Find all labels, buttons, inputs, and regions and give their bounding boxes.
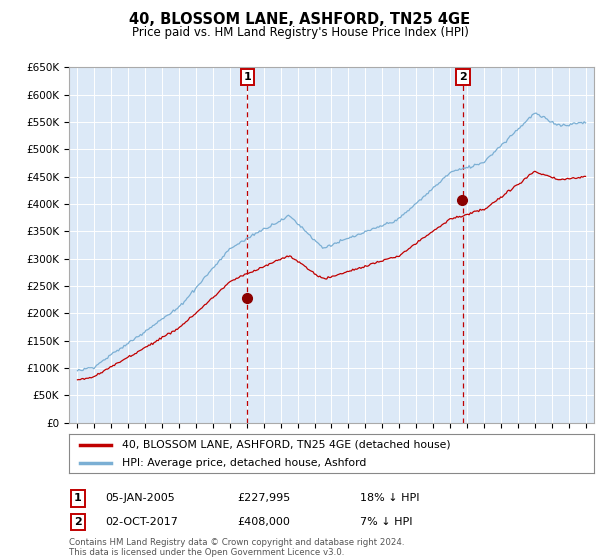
Text: 18% ↓ HPI: 18% ↓ HPI (360, 493, 419, 503)
Text: Price paid vs. HM Land Registry's House Price Index (HPI): Price paid vs. HM Land Registry's House … (131, 26, 469, 39)
Text: 2: 2 (459, 72, 467, 82)
Text: 2: 2 (74, 517, 82, 527)
Text: £227,995: £227,995 (237, 493, 290, 503)
Text: 40, BLOSSOM LANE, ASHFORD, TN25 4GE: 40, BLOSSOM LANE, ASHFORD, TN25 4GE (130, 12, 470, 27)
Text: £408,000: £408,000 (237, 517, 290, 527)
Text: Contains HM Land Registry data © Crown copyright and database right 2024.
This d: Contains HM Land Registry data © Crown c… (69, 538, 404, 557)
Text: 1: 1 (244, 72, 251, 82)
Text: HPI: Average price, detached house, Ashford: HPI: Average price, detached house, Ashf… (121, 459, 366, 468)
Text: 02-OCT-2017: 02-OCT-2017 (105, 517, 178, 527)
Text: 1: 1 (74, 493, 82, 503)
Text: 40, BLOSSOM LANE, ASHFORD, TN25 4GE (detached house): 40, BLOSSOM LANE, ASHFORD, TN25 4GE (det… (121, 440, 450, 450)
Text: 05-JAN-2005: 05-JAN-2005 (105, 493, 175, 503)
Text: 7% ↓ HPI: 7% ↓ HPI (360, 517, 413, 527)
